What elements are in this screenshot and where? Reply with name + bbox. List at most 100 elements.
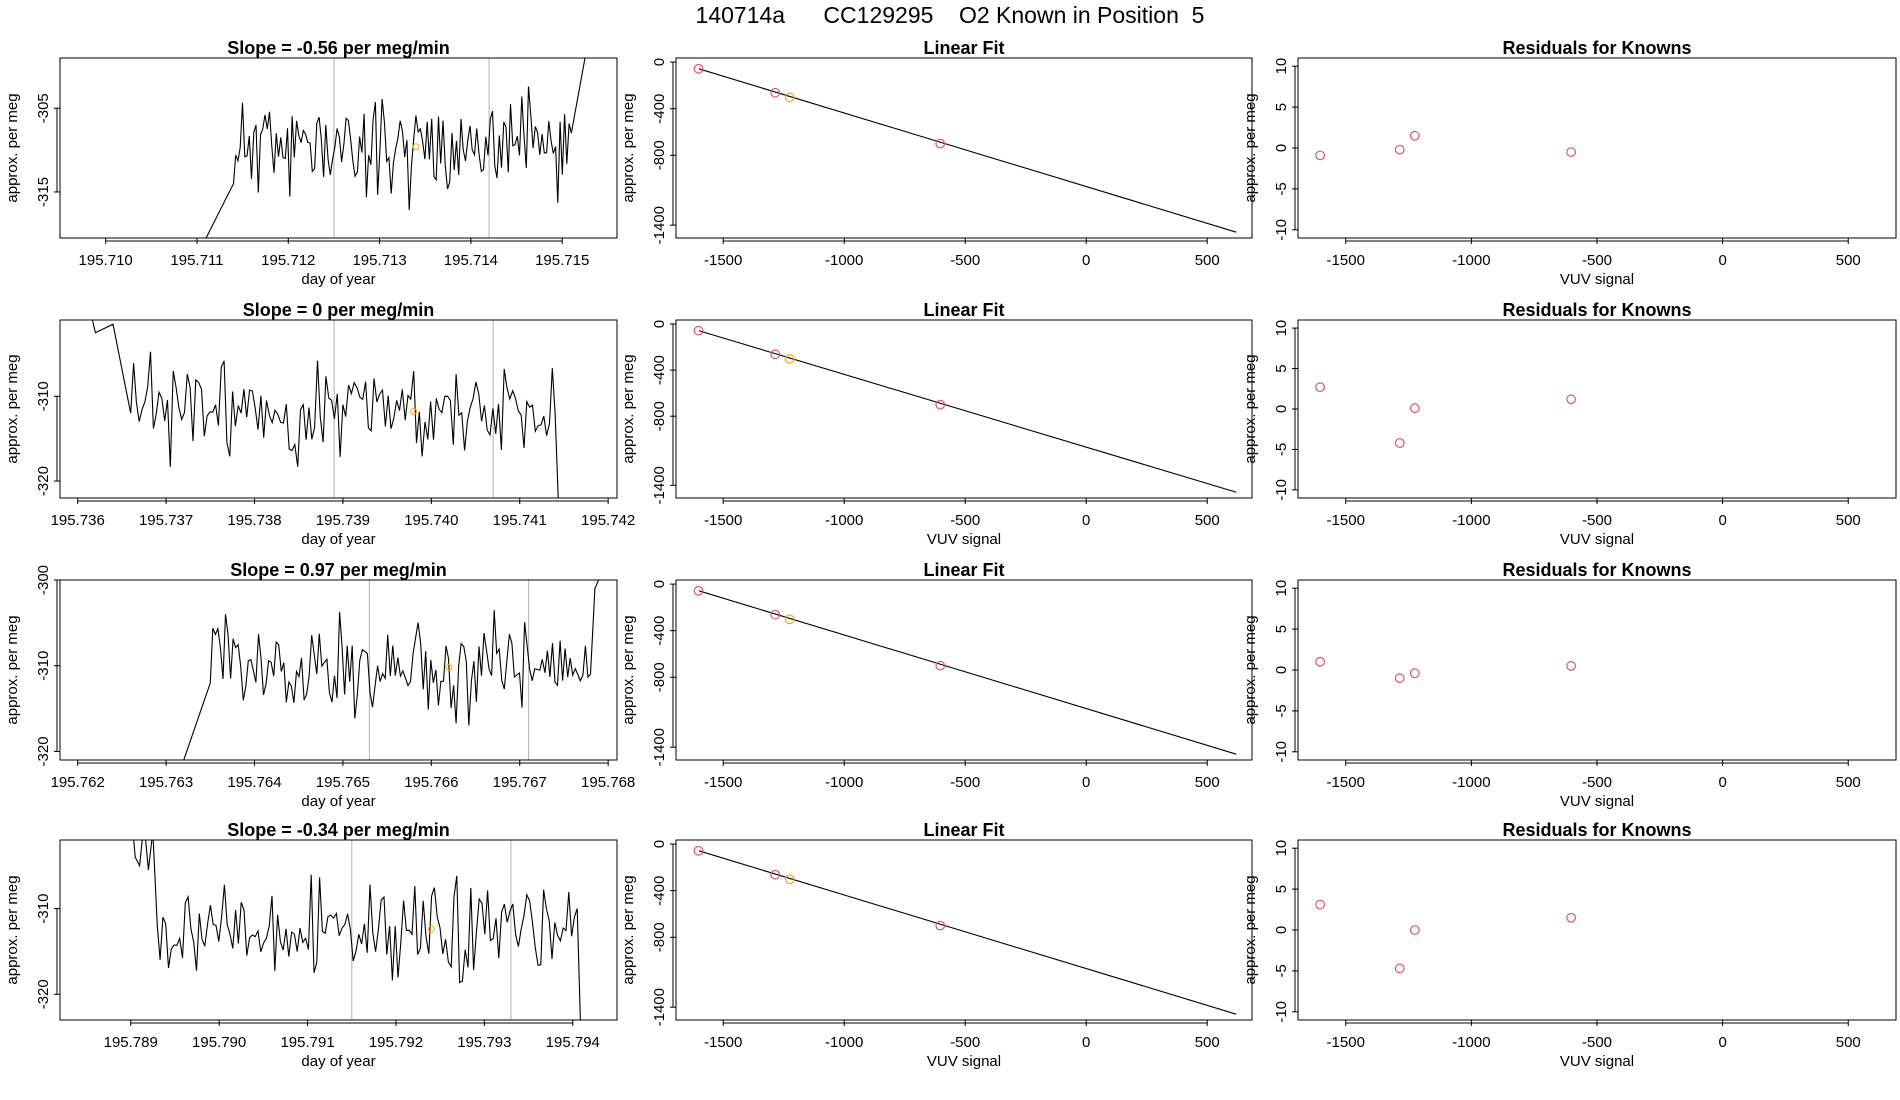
x-tick-label: 195.792	[369, 1034, 423, 1051]
y-tick-label: 5	[1273, 103, 1290, 111]
x-tick-label: -500	[950, 252, 980, 269]
panel-title: Linear Fit	[923, 300, 1004, 320]
x-axis-label: VUV signal	[1560, 793, 1634, 810]
x-axis-label: day of year	[301, 793, 375, 810]
y-tick-label: 0	[651, 840, 668, 848]
panel-r1c1: Slope = -0.56 per meg/min 195.710 195.711 1…	[4, 38, 618, 288]
known-point	[1394, 438, 1405, 448]
x-tick-label: 500	[1836, 774, 1861, 791]
known-point	[1394, 673, 1405, 684]
y-axis-label: approx. per meg	[4, 875, 21, 984]
x-tick-label: -500	[1582, 774, 1612, 791]
x-tick-label: 195.791	[280, 1034, 334, 1051]
y-axis-label: approx. per meg	[620, 615, 637, 724]
x-tick-label: 195.741	[493, 512, 547, 529]
panel-r3c3: Residuals for Knowns -1500 -1000 -500 0 500 VU…	[1242, 560, 1897, 810]
y-tick-label: -400	[651, 94, 668, 124]
panel-title: Slope = 0 per meg/min	[243, 300, 435, 320]
plot-frame	[59, 579, 618, 761]
y-tick-label: -310	[35, 381, 52, 411]
panel-r1c3: Residuals for Knowns -1500 -1000 -500 0 500 VU…	[1242, 38, 1897, 288]
x-tick-label: 500	[1195, 252, 1220, 269]
y-tick-label: -5	[1273, 182, 1290, 195]
x-tick-label: -1000	[825, 774, 863, 791]
plot-frame	[1297, 579, 1897, 761]
x-tick-label: 0	[1718, 774, 1726, 791]
y-tick-label: -300	[35, 565, 52, 595]
y-tick-label: 5	[1273, 625, 1290, 633]
unknown-point	[784, 614, 795, 625]
x-tick-label: 195.789	[104, 1034, 158, 1051]
x-tick-label: -1500	[1327, 252, 1365, 269]
series-trace	[133, 840, 581, 1020]
panel-r2c1: Slope = 0 per meg/min 195.736 195.737 195.7…	[4, 300, 635, 548]
plot-frame	[675, 579, 1253, 761]
unknown-point	[784, 92, 795, 103]
plot-frame	[1297, 319, 1897, 499]
y-tick-label: -1400	[651, 728, 668, 766]
unknown-point	[784, 354, 795, 364]
known-point	[1315, 899, 1326, 910]
known-point	[1566, 661, 1577, 671]
y-axis-label: approx. per meg	[620, 875, 637, 984]
x-tick-label: 195.766	[404, 774, 458, 791]
x-tick-label: 500	[1836, 512, 1861, 529]
known-point	[1566, 394, 1577, 405]
x-tick-label: -500	[950, 1034, 980, 1051]
y-tick-label: 0	[651, 580, 668, 588]
x-tick-label: 0	[1718, 1034, 1726, 1051]
x-axis-label: VUV signal	[1560, 271, 1634, 288]
plot-frame	[59, 319, 618, 499]
known-point	[1315, 150, 1326, 161]
x-tick-label: 195.794	[546, 1034, 600, 1051]
fit-line	[698, 68, 1237, 233]
y-tick-label: -5	[1273, 964, 1290, 977]
x-tick-label: 195.764	[227, 774, 281, 791]
x-tick-label: -1000	[1452, 774, 1490, 791]
x-axis-label: day of year	[301, 1053, 375, 1070]
x-axis-label: VUV signal	[1560, 1053, 1634, 1070]
y-tick-label: 0	[1273, 405, 1290, 413]
series-trace	[91, 320, 559, 498]
x-tick-label: 195.765	[316, 774, 370, 791]
x-tick-label: 195.793	[457, 1034, 511, 1051]
x-tick-label: 195.762	[51, 774, 105, 791]
y-tick-label: 5	[1273, 885, 1290, 893]
y-tick-label: 5	[1273, 364, 1290, 372]
known-point	[1409, 925, 1420, 935]
y-axis-label: approx. per meg	[620, 354, 637, 463]
x-tick-label: -1000	[825, 512, 863, 529]
x-tick-label: -500	[1582, 252, 1612, 269]
x-tick-label: 195.742	[581, 512, 635, 529]
x-tick-label: 195.712	[261, 252, 315, 269]
panel-title: Linear Fit	[923, 820, 1004, 840]
plot-frame	[675, 839, 1253, 1021]
y-tick-label: -5	[1273, 443, 1290, 456]
y-axis-label: approx. per meg	[1242, 615, 1259, 724]
y-tick-label: -1400	[651, 466, 668, 504]
x-tick-label: 195.715	[535, 252, 589, 269]
y-axis-label: approx. per meg	[1242, 354, 1259, 463]
sample-marker	[445, 663, 453, 671]
x-tick-label: 195.768	[581, 774, 635, 791]
known-point	[935, 920, 946, 931]
panel-r4c2: Linear Fit -1500 -1000 -500 0 500 VUV signal 0 -…	[620, 820, 1253, 1070]
x-tick-label: 0	[1082, 512, 1090, 529]
known-point	[693, 325, 704, 336]
panel-title: Residuals for Knowns	[1502, 820, 1691, 840]
y-axis-label: approx. per meg	[4, 615, 21, 724]
y-axis-label: approx. per meg	[620, 93, 637, 202]
x-tick-label: -500	[950, 512, 980, 529]
known-point	[1394, 144, 1405, 155]
x-tick-label: 195.737	[139, 512, 193, 529]
known-point	[693, 63, 704, 74]
known-point	[935, 399, 946, 410]
x-tick-label: -1500	[704, 252, 742, 269]
x-tick-label: -1000	[1452, 512, 1490, 529]
x-tick-label: 500	[1836, 252, 1861, 269]
fit-line	[698, 590, 1237, 755]
y-tick-label: -800	[651, 140, 668, 170]
known-point	[1315, 656, 1326, 667]
known-point	[935, 138, 946, 149]
x-tick-label: -1500	[1327, 512, 1365, 529]
